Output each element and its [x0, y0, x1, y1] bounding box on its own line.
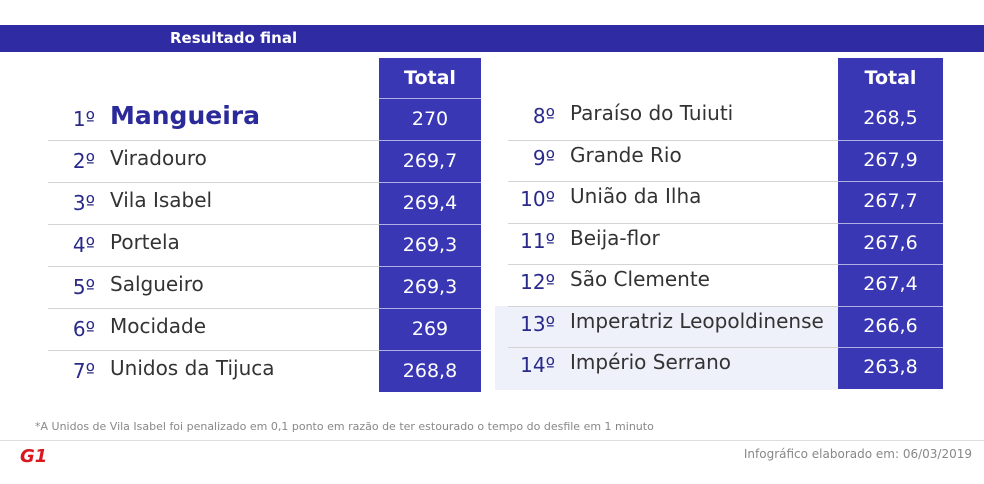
rank: 11º: [520, 228, 555, 253]
rank: 1º: [72, 107, 95, 131]
total-score: 267,7: [863, 190, 918, 212]
row-separator: [379, 350, 481, 351]
rank: 14º: [520, 353, 555, 377]
row-separator: [838, 222, 943, 224]
rank: 12º: [520, 270, 555, 294]
column-header: Total: [404, 67, 456, 89]
header-title: Resultado final: [170, 29, 298, 47]
rank: 10º: [520, 187, 555, 211]
row-separator: [48, 308, 379, 309]
row-separator: [508, 222, 838, 224]
total-score: 267,6: [863, 231, 918, 254]
credit: Infográfico elaborado em: 06/03/2019: [743, 447, 972, 461]
row-separator: [838, 264, 943, 265]
rank: 3º: [72, 191, 95, 215]
total-score: 267,4: [863, 273, 918, 295]
school-name: Imperatriz Leopoldinense: [570, 308, 824, 333]
rank: 9º: [532, 145, 555, 170]
total-score: 269,3: [402, 276, 458, 298]
total-score: 268,5: [863, 107, 918, 129]
total-score: 263,8: [863, 356, 918, 378]
row-separator: [379, 266, 481, 267]
row-separator: [48, 350, 379, 351]
total-score: 269,7: [402, 150, 458, 172]
row-separator: [48, 224, 379, 225]
rank: 4º: [72, 233, 95, 257]
total-score: 270: [411, 108, 449, 130]
row-separator: [838, 181, 943, 182]
row-separator: [838, 305, 943, 307]
school-name: Império Serrano: [570, 350, 732, 374]
total-score: 269,4: [402, 192, 458, 214]
school-name: Unidos da Tijuca: [110, 356, 275, 380]
school-name: Vila Isabel: [110, 188, 213, 212]
school-name: Beija-flor: [570, 225, 660, 250]
rank: 8º: [532, 104, 555, 128]
school-name: Mangueira: [110, 101, 260, 130]
rank: 5º: [72, 275, 95, 299]
total-score: 267,9: [863, 148, 918, 171]
logo: G1: [20, 446, 48, 467]
row-separator: [838, 139, 943, 141]
row-separator: [379, 140, 481, 141]
row-separator: [379, 224, 481, 225]
row-separator: [48, 182, 379, 183]
rank: 13º: [520, 311, 555, 336]
school-name: Viradouro: [110, 146, 207, 170]
footnote: *A Unidos de Vila Isabel foi penalizado …: [35, 420, 654, 433]
school-name: São Clemente: [570, 267, 710, 291]
row-separator: [508, 305, 838, 307]
row-separator: [379, 182, 481, 183]
total-score: 269,3: [402, 234, 458, 256]
row-separator: [508, 347, 838, 348]
divider: [0, 440, 984, 441]
rank: 2º: [72, 149, 95, 173]
row-separator: [379, 308, 481, 309]
row-separator: [379, 98, 481, 99]
column-header: Total: [864, 67, 917, 89]
school-name: Paraíso do Tuiuti: [570, 101, 734, 125]
school-name: Grande Rio: [570, 142, 682, 167]
row-separator: [508, 181, 838, 182]
row-separator: [508, 264, 838, 265]
school-name: Mocidade: [110, 314, 206, 338]
total-column: [379, 58, 481, 392]
rank: 6º: [72, 317, 95, 341]
total-score: 268,8: [402, 360, 458, 382]
row-separator: [838, 347, 943, 348]
row-separator: [508, 139, 838, 141]
school-name: Portela: [110, 230, 180, 254]
school-name: União da Ilha: [570, 184, 702, 208]
header-bar: [0, 25, 984, 52]
school-name: Salgueiro: [110, 272, 204, 296]
total-score: 269: [411, 318, 449, 340]
total-score: 266,6: [863, 314, 918, 337]
row-separator: [48, 140, 379, 141]
rank: 7º: [72, 359, 95, 383]
row-separator: [48, 266, 379, 267]
